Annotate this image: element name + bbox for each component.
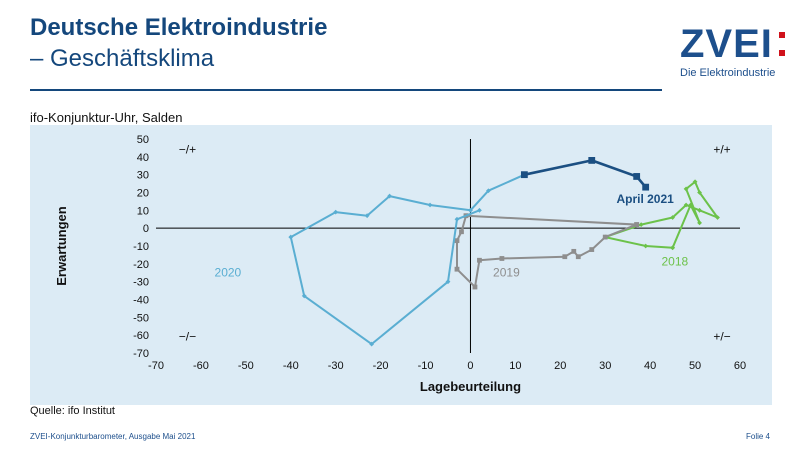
data-point-2019: [589, 247, 595, 252]
data-point-2020: [427, 202, 433, 208]
data-point-2019: [562, 254, 568, 260]
y-tick-label: -70: [133, 348, 149, 360]
data-point-2020: [486, 188, 491, 194]
y-tick-label: 0: [143, 223, 149, 235]
quadrant-label-bottom-right: +/−: [713, 330, 730, 344]
data-point-2021: [642, 183, 650, 191]
data-point-2018: [670, 215, 676, 220]
x-tick-label: -10: [418, 360, 434, 372]
y-tick-label: -10: [133, 241, 149, 253]
data-point-2019: [499, 256, 505, 261]
data-point-2018: [670, 245, 676, 251]
annotation-2020: 2020: [215, 265, 242, 279]
quadrant-label-top-right: +/+: [713, 142, 730, 156]
quadrant-label-top-left: −/+: [179, 142, 196, 156]
annotation-april-2021: April 2021: [616, 192, 674, 206]
x-tick-label: 10: [509, 360, 521, 372]
chart-area: -70 -60 -50 -40 -30 -20 -10 0 10 20 30 40 50 60 50 40 30…: [30, 125, 772, 405]
data-point-2020: [369, 341, 375, 347]
x-tick-label: -70: [148, 360, 164, 372]
data-point-2020: [445, 279, 451, 285]
x-tick-label: 60: [734, 360, 746, 372]
data-point-2020: [288, 234, 294, 240]
x-axis-title: Lagebeurteilung: [420, 379, 521, 394]
data-point-2018: [688, 202, 693, 208]
data-point-2018: [697, 190, 702, 195]
data-point-2020: [454, 216, 460, 222]
quadrant-label-bottom-left: −/−: [179, 330, 196, 344]
page-subtitle: – Geschäftsklima: [30, 45, 215, 72]
chart-ticks: -70 -60 -50 -40 -30 -20 -10 0 10 20 30 40 50 60 50 40 30…: [133, 134, 746, 372]
x-tick-label: -60: [193, 360, 209, 372]
y-tick-label: 10: [137, 205, 149, 217]
data-point-2019: [472, 284, 478, 290]
data-point-2019: [477, 257, 482, 263]
footer-publication: ZVEI-Konjunkturbarometer, Ausgabe Mai 20…: [30, 432, 196, 441]
x-tick-label: 20: [554, 360, 566, 372]
y-tick-label: 30: [137, 170, 149, 182]
chart-background: [30, 125, 772, 405]
chart-series: [288, 157, 720, 347]
data-point-2019: [454, 238, 460, 244]
data-point-2019: [571, 248, 577, 254]
data-point-2020: [387, 193, 392, 199]
x-tick-label: 0: [467, 360, 473, 372]
data-point-2018: [697, 207, 702, 213]
y-tick-label: 40: [137, 152, 149, 164]
x-tick-label: 50: [689, 360, 701, 372]
y-tick-label: -30: [133, 277, 149, 289]
data-point-2018: [638, 222, 644, 227]
x-tick-label: -20: [373, 360, 389, 372]
data-point-2020: [333, 209, 339, 215]
y-tick-label: -20: [133, 259, 149, 271]
source-note: Quelle: ifo Institut: [30, 405, 115, 417]
annotation-2019: 2019: [493, 265, 520, 279]
data-point-2018: [715, 215, 720, 220]
logo-colon-dot-top: [779, 32, 785, 38]
data-point-2020: [301, 293, 307, 299]
series-line-2021: [524, 159, 647, 189]
zvei-logo: ZVEI Die Elektroindustrie: [668, 24, 786, 86]
page-title: Deutsche Elektroindustrie: [30, 14, 328, 41]
y-tick-label: 50: [137, 134, 149, 146]
header-divider: [30, 89, 662, 91]
x-tick-label: 40: [644, 360, 656, 372]
data-point-2021: [633, 173, 641, 180]
data-point-2020: [364, 213, 370, 219]
data-point-2019: [575, 254, 581, 260]
y-tick-label: -60: [133, 330, 149, 342]
data-point-2019: [454, 266, 460, 272]
data-point-2018: [683, 202, 689, 208]
data-point-2021: [520, 171, 528, 179]
chart-labels: Lagebeurteilung Erwartungen −/+ +/+ −/− +/− Ap…: [54, 142, 731, 394]
y-tick-label: -40: [133, 295, 149, 307]
y-axis-title: Erwartungen: [54, 206, 69, 286]
x-tick-label: -40: [283, 360, 299, 372]
x-tick-label: 30: [599, 360, 611, 372]
data-point-2018: [697, 220, 702, 226]
logo-colon-dot-bottom: [779, 50, 785, 56]
data-point-2018: [692, 179, 698, 185]
chart-caption: ifo-Konjunktur-Uhr, Salden: [30, 110, 183, 125]
data-point-2020: [477, 207, 482, 213]
data-point-2020: [468, 207, 473, 213]
chart-svg: -70 -60 -50 -40 -30 -20 -10 0 10 20 30 40 50 60 50 40 30…: [30, 125, 772, 405]
data-point-2021: [588, 157, 596, 164]
chart-axes: [156, 139, 740, 353]
data-point-2018: [683, 186, 689, 192]
x-tick-label: -30: [328, 360, 344, 372]
data-point-2018: [643, 243, 649, 249]
data-point-2019: [634, 222, 640, 227]
data-point-2019: [459, 229, 464, 235]
logo-wordmark: ZVEI: [680, 22, 773, 66]
x-tick-label: -50: [238, 360, 254, 372]
footer-slide-number: Folie 4: [745, 432, 770, 441]
annotation-2018: 2018: [662, 255, 689, 269]
logo-tagline: Die Elektroindustrie: [680, 67, 776, 79]
data-point-2019: [602, 234, 608, 240]
y-tick-label: -50: [133, 312, 149, 324]
y-tick-label: 20: [137, 188, 149, 200]
